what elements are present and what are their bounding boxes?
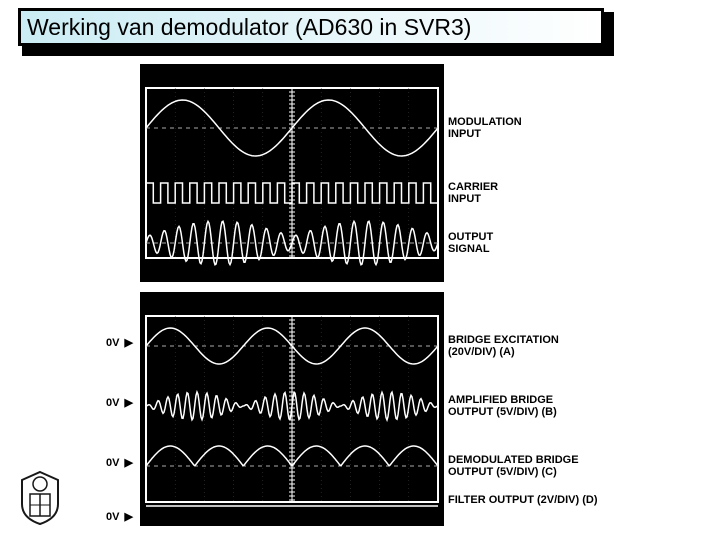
scope-1 (140, 64, 444, 282)
zero-marker: 0V ▶ (106, 510, 133, 523)
trace-label: AMPLIFIED BRIDGEOUTPUT (5V/DIV) (B) (448, 394, 618, 418)
title-box: Werking van demodulator (AD630 in SVR3) (18, 8, 604, 46)
zero-marker: 0V ▶ (106, 396, 133, 409)
trace-label: DEMODULATED BRIDGEOUTPUT (5V/DIV) (C) (448, 454, 618, 478)
scope-svg (142, 66, 442, 280)
title-container: Werking van demodulator (AD630 in SVR3) (18, 8, 608, 50)
trace-label: MODULATIONINPUT (448, 116, 618, 140)
zero-marker: 0V ▶ (106, 336, 133, 349)
scope-2 (140, 292, 444, 526)
trace-label: BRIDGE EXCITATION(20V/DIV) (A) (448, 334, 618, 358)
university-logo (18, 470, 62, 526)
trace-label: OUTPUTSIGNAL (448, 231, 618, 255)
trace-1 (146, 183, 438, 203)
trace-label: CARRIERINPUT (448, 181, 618, 205)
zero-marker: 0V ▶ (106, 456, 133, 469)
page-title: Werking van demodulator (AD630 in SVR3) (27, 14, 471, 41)
trace-label: FILTER OUTPUT (2V/DIV) (D) (448, 494, 618, 506)
scope-svg (142, 294, 442, 524)
